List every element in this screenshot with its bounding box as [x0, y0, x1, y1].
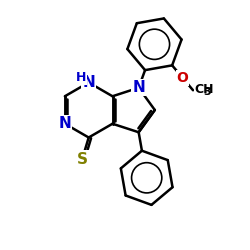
Text: CH: CH	[194, 83, 214, 96]
Text: N: N	[82, 75, 95, 90]
Text: H: H	[76, 72, 86, 85]
Text: 3: 3	[203, 87, 210, 97]
Text: S: S	[77, 152, 88, 166]
Text: N: N	[132, 80, 145, 95]
Text: N: N	[58, 116, 71, 131]
Text: O: O	[177, 71, 188, 85]
